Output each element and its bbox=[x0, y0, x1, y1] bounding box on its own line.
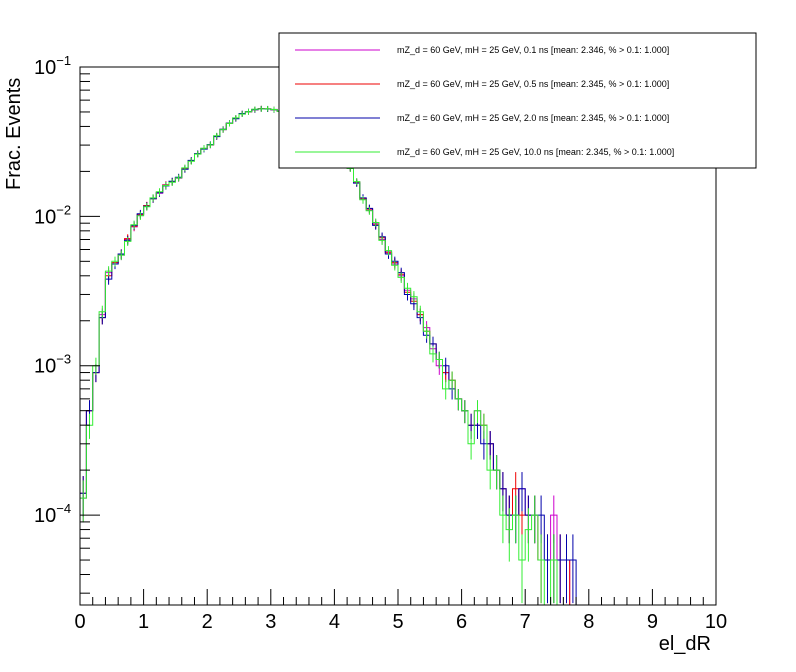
legend-entry: mZ_d = 60 GeV, mH = 25 GeV, 0.1 ns [mean… bbox=[295, 45, 669, 55]
y-tick-label: 10−4 bbox=[34, 501, 71, 527]
legend: mZ_d = 60 GeV, mH = 25 GeV, 0.1 ns [mean… bbox=[278, 32, 757, 169]
x-tick-label: 3 bbox=[265, 611, 276, 633]
legend-entry: mZ_d = 60 GeV, mH = 25 GeV, 2.0 ns [mean… bbox=[295, 113, 669, 123]
x-axis-title: el_dR bbox=[659, 633, 711, 655]
x-tick-label: 0 bbox=[74, 611, 85, 633]
legend-entry: mZ_d = 60 GeV, mH = 25 GeV, 10.0 ns [mea… bbox=[295, 147, 674, 157]
y-axis: 10−4 10−3 10−2 10−1 bbox=[34, 53, 100, 594]
y-tick-label: 10−3 bbox=[34, 352, 71, 378]
y-tick-label: 10−2 bbox=[34, 202, 71, 228]
legend-box bbox=[278, 32, 757, 169]
y-tick-label: 10−1 bbox=[34, 53, 71, 79]
x-tick-label: 4 bbox=[329, 611, 340, 633]
legend-label: mZ_d = 60 GeV, mH = 25 GeV, 0.1 ns [mean… bbox=[397, 45, 669, 55]
x-tick-label: 6 bbox=[456, 611, 467, 633]
x-tick-label: 10 bbox=[705, 611, 727, 633]
x-tick-label: 7 bbox=[520, 611, 531, 633]
legend-label: mZ_d = 60 GeV, mH = 25 GeV, 0.5 ns [mean… bbox=[397, 79, 669, 89]
x-tick-label: 5 bbox=[392, 611, 403, 633]
x-tick-label: 1 bbox=[138, 611, 149, 633]
x-axis: 0 1 2 3 4 5 6 7 8 9 10 bbox=[74, 589, 727, 633]
legend-label: mZ_d = 60 GeV, mH = 25 GeV, 2.0 ns [mean… bbox=[397, 113, 669, 123]
legend-label: mZ_d = 60 GeV, mH = 25 GeV, 10.0 ns [mea… bbox=[397, 147, 674, 157]
legend-entry: mZ_d = 60 GeV, mH = 25 GeV, 0.5 ns [mean… bbox=[295, 79, 669, 89]
x-tick-label: 8 bbox=[583, 611, 594, 633]
y-axis-title: Frac. Events bbox=[3, 78, 25, 190]
x-tick-label: 9 bbox=[647, 611, 658, 633]
x-tick-label: 2 bbox=[202, 611, 213, 633]
